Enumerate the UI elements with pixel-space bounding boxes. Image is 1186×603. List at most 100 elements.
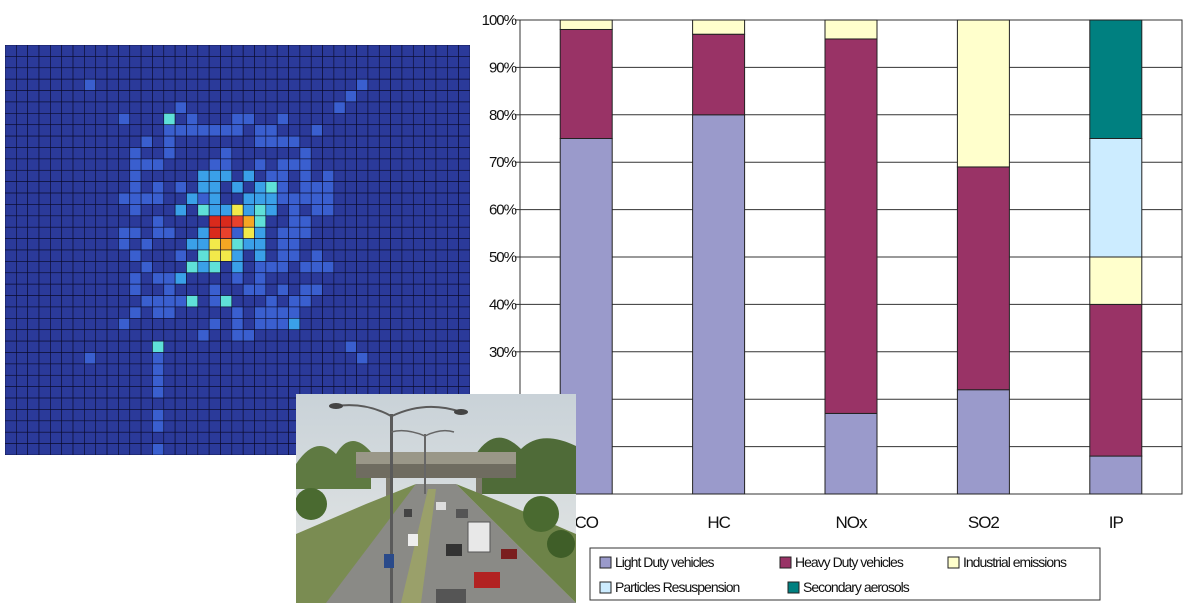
heatmap-cell — [61, 386, 74, 399]
heatmap-cell — [72, 295, 85, 308]
heatmap-cell — [310, 306, 323, 319]
heatmap-cell — [242, 340, 255, 353]
heatmap-cell — [310, 147, 323, 160]
heatmap-cell — [435, 135, 448, 148]
heatmap-cell — [50, 181, 63, 194]
heatmap-cell — [220, 363, 233, 376]
heatmap-cell — [118, 158, 131, 171]
heatmap-cell — [356, 67, 369, 80]
heatmap-cell — [276, 261, 289, 274]
heatmap-cell — [140, 78, 153, 91]
heatmap-cell — [333, 45, 346, 57]
heatmap-cell — [106, 295, 119, 308]
heatmap-cell — [163, 352, 176, 365]
heatmap-cell — [447, 158, 459, 171]
bar-segment — [1089, 19, 1143, 139]
heatmap-cell — [61, 147, 74, 160]
heatmap-cell — [38, 386, 51, 399]
heatmap-cell — [220, 158, 233, 171]
heatmap-cell — [106, 135, 119, 148]
heatmap-cell — [231, 158, 244, 171]
heatmap-cell — [435, 158, 448, 171]
heatmap-cell — [38, 272, 51, 285]
heatmap-cell — [38, 192, 51, 205]
heatmap-cell — [197, 124, 210, 137]
heatmap-cell — [424, 215, 437, 228]
heatmap-cell — [333, 352, 346, 365]
heatmap-cell — [310, 56, 323, 69]
heatmap-cell — [333, 261, 346, 274]
heatmap-cell — [106, 431, 119, 444]
heatmap-cell — [367, 340, 380, 353]
legend-swatch — [599, 581, 612, 594]
bar-segment — [1089, 455, 1143, 495]
heatmap-cell — [276, 386, 289, 399]
heatmap-cell — [412, 272, 425, 285]
heatmap-cell — [84, 181, 97, 194]
heatmap-cell — [152, 67, 165, 80]
heatmap-cell — [231, 295, 244, 308]
heatmap-cell — [265, 272, 278, 285]
heatmap-cell — [356, 295, 369, 308]
heatmap-cell — [72, 272, 85, 285]
heatmap-cell — [163, 226, 176, 239]
heatmap-cell — [72, 215, 85, 228]
heatmap-cell — [118, 431, 131, 444]
heatmap-cell — [72, 135, 85, 148]
heatmap-cell — [208, 443, 221, 455]
heatmap-cell — [129, 420, 142, 433]
heatmap-cell — [5, 363, 17, 376]
heatmap-cell — [367, 283, 380, 296]
heatmap-cell — [458, 158, 470, 171]
heatmap-cell — [288, 352, 301, 365]
heatmap-cell — [197, 397, 210, 410]
heatmap-cell — [84, 409, 97, 422]
heatmap-cell — [208, 249, 221, 262]
heatmap-cell — [231, 261, 244, 274]
heatmap-cell — [72, 329, 85, 342]
heatmap-cell — [50, 169, 63, 182]
heatmap-cell — [276, 135, 289, 148]
heatmap-cell — [344, 295, 357, 308]
heatmap-cell — [276, 215, 289, 228]
heatmap-cell — [254, 420, 267, 433]
heatmap-cell — [61, 226, 74, 239]
heatmap-cell — [242, 249, 255, 262]
heatmap-cell — [118, 192, 131, 205]
heatmap-cell — [390, 352, 403, 365]
heatmap-cell — [458, 124, 470, 137]
heatmap-cell — [447, 306, 459, 319]
heatmap-cell — [27, 318, 40, 331]
heatmap-cell — [61, 340, 74, 353]
heatmap-cell — [163, 90, 176, 103]
heatmap-cell — [140, 45, 153, 57]
heatmap-cell — [95, 226, 108, 239]
heatmap-cell — [412, 124, 425, 137]
heatmap-cell — [106, 409, 119, 422]
heatmap-cell — [401, 147, 414, 160]
heatmap-cell — [367, 169, 380, 182]
heatmap-cell — [208, 420, 221, 433]
heatmap-cell — [344, 124, 357, 137]
heatmap-cell — [186, 113, 199, 126]
legend-box — [589, 547, 1101, 601]
heatmap-cell — [276, 101, 289, 114]
heatmap-cell — [424, 67, 437, 80]
heatmap-cell — [61, 135, 74, 148]
heatmap-cell — [265, 409, 278, 422]
heatmap-cell — [401, 261, 414, 274]
heatmap-cell — [333, 215, 346, 228]
heatmap-cell — [447, 56, 459, 69]
heatmap-cell — [288, 295, 301, 308]
heatmap-cell — [27, 113, 40, 126]
heatmap-cell — [231, 352, 244, 365]
heatmap-cell — [276, 67, 289, 80]
heatmap-cell — [118, 181, 131, 194]
heatmap-cell — [254, 283, 267, 296]
heatmap-cell — [38, 329, 51, 342]
heatmap-cell — [254, 238, 267, 251]
heatmap-cell — [231, 169, 244, 182]
heatmap-cell — [390, 363, 403, 376]
heatmap-cell — [50, 386, 63, 399]
heatmap-cell — [152, 352, 165, 365]
